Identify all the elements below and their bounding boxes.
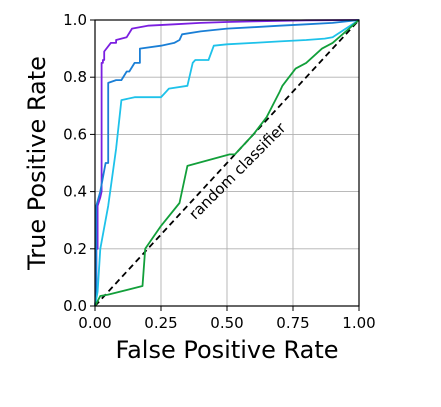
roc-curve-2 [94, 19, 360, 307]
x-tick-label: 0.25 [144, 314, 177, 332]
random-classifier-line [94, 19, 360, 307]
y-tick-label: 0.0 [63, 297, 87, 315]
y-tick-label: 0.4 [63, 183, 87, 201]
y-tick-label: 0.2 [63, 240, 87, 258]
series-group [94, 19, 360, 307]
y-tick-label: 1.0 [63, 11, 87, 29]
y-tick-label: 0.8 [63, 68, 87, 86]
x-tick-label: 1.00 [342, 314, 375, 332]
y-tick-label: 0.6 [63, 125, 87, 143]
roc-curve-4 [94, 19, 360, 307]
ticks: 0.00 0.25 0.50 0.75 1.00 0.0 0.2 0.4 0.6 0.8 1.0 [63, 11, 376, 332]
x-tick-label: 0.50 [210, 314, 243, 332]
x-axis-label: False Positive Rate [115, 336, 338, 364]
x-tick-label: 0.75 [276, 314, 309, 332]
roc-curve-1 [94, 19, 360, 307]
reference-line-group [94, 19, 360, 307]
x-tick-label: 0.00 [78, 314, 111, 332]
y-axis-label: True Positive Rate [23, 56, 51, 271]
roc-curve-3 [94, 19, 360, 307]
